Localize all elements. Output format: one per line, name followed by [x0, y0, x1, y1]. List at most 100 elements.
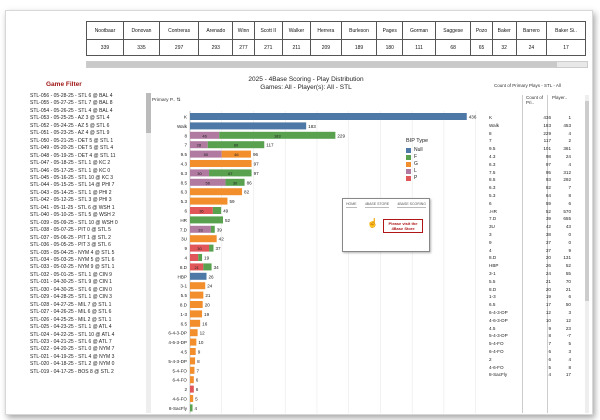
game-filter-item[interactable]: STL-026 - 04-25-25 - MIL 2 @ STL 1 [30, 316, 112, 323]
player-name-cell[interactable]: Pages [376, 21, 404, 40]
legend-item[interactable]: L [406, 168, 428, 175]
game-filter-item[interactable]: STL-029 - 04-28-25 - STL 1 @ CIN 3 [30, 294, 112, 301]
right-table-col1-header[interactable]: Count of Pri.. [526, 95, 544, 105]
game-filter-item[interactable]: STL-056 - 05-28-25 - STL 6 @ BAL 4 [30, 93, 113, 99]
category-label: 6.3 [181, 171, 188, 176]
game-filter-item[interactable]: STL-037 - 05-06-25 - PIT 1 @ STL 2 [30, 234, 111, 241]
game-filter-item[interactable]: STL-050 - 05-21-25 - DET 5 @ STL 1 [30, 137, 114, 144]
game-filter-item[interactable]: STL-051 - 05-23-25 - AZ 4 @ STL 9 [30, 130, 110, 137]
game-filter-item[interactable]: STL-036 - 05-05-25 - PIT 3 @ STL 6 [30, 242, 111, 249]
game-filter-item[interactable]: STL-054 - 05-26-25 - STL 4 @ BAL 4 [30, 107, 113, 114]
game-filter-item[interactable]: STL-053 - 05-25-25 - AZ 3 @ STL 4 [30, 115, 110, 122]
category-label: 1-3 [180, 312, 187, 317]
bar-total-label: 229 [337, 133, 345, 138]
player-value-cell: 180 [376, 39, 404, 56]
ad-tab[interactable]: HOME [346, 202, 357, 208]
game-filter-item[interactable]: STL-031 - 04-30-25 - STL 9 @ CIN 1 [30, 279, 112, 286]
game-filter-item[interactable]: STL-033 - 05-02-25 - NYM 9 @ STL 1 [30, 264, 115, 271]
game-filter-item[interactable]: STL-042 - 05-12-25 - STL 3 @ PHI 3 [30, 197, 112, 204]
player-name-cell[interactable]: Walker [281, 21, 311, 40]
right-table-row: 8 229 4 [489, 130, 586, 138]
bar-segment [190, 310, 203, 318]
right-table-cell: 3 [568, 348, 571, 354]
legend-item[interactable]: F [406, 154, 428, 161]
game-filter-item[interactable]: STL-030 - 04-30-25 - STL 6 @ CIN 0 [30, 286, 112, 293]
game-filter-item[interactable]: STL-049 - 05-20-25 - DET 5 @ STL 4 [30, 145, 114, 152]
player-name-cell[interactable]: Scott II [253, 21, 283, 40]
right-table-scrollbar[interactable] [585, 95, 589, 413]
game-filter-item[interactable]: STL-032 - 05-01-25 - STL 1 @ CIN 9 [30, 271, 112, 278]
game-filter-item[interactable]: STL-055 - 05-27-25 - STL 7 @ BAL 8 [30, 100, 113, 107]
player-value-row: 339 335 297 293 277 271 211 209 189 180 111 68 65 32 2… [86, 39, 586, 56]
game-filter-item[interactable]: STL-039 - 05-09-25 - STL 10 @ WSH 0 [30, 219, 118, 226]
game-filter-item[interactable]: STL-047 - 05-18-25 - STL 1 @ KC 2 [30, 160, 111, 167]
player-name-cell[interactable]: Burleson [340, 21, 378, 40]
right-table-cell: 7 [489, 138, 492, 144]
player-name-cell[interactable]: Donovan [122, 21, 160, 40]
ad-tab[interactable]: 4BASE STORE [364, 202, 390, 208]
primary-play-header[interactable]: Primary P.. ⇅ [152, 98, 180, 103]
game-filter-item[interactable]: STL-025 - 04-23-25 - STL 1 @ ATL 4 [30, 324, 112, 331]
game-filter-item[interactable]: STL-035 - 05-04-25 - NYM 4 @ STL 5 [30, 249, 115, 256]
game-filter-item[interactable]: STL-045 - 05-16-25 - STL 10 @ KC 3 [30, 174, 113, 181]
player-name-cell[interactable]: Herrera [309, 21, 342, 40]
game-filter-item[interactable]: STL-041 - 05-11-25 - STL 6 @ WSH 1 [30, 204, 115, 211]
right-table-cell: 4-6-FO [489, 364, 504, 370]
game-filter-item[interactable]: STL-028 - 04-27-25 - MIL 7 @ STL 1 [30, 301, 112, 308]
player-name-cell[interactable]: Saggese [434, 21, 472, 40]
player-name-cell[interactable]: Arenado [198, 21, 234, 40]
bar-total-label: 24 [207, 284, 213, 289]
player-name-cell[interactable]: Baker [491, 21, 517, 40]
store-ad-box[interactable]: HOME 4BASE STORE 4BASE SCORING ☝ Please vi… [342, 198, 430, 252]
segment-value-label: 56 [206, 180, 211, 185]
game-filter-item[interactable]: STL-019 - 04-17-25 - BOS 8 @ STL 2 [30, 368, 114, 375]
game-filter-item[interactable]: STL-044 - 05-15-25 - STL 14 @ PHI 7 [30, 182, 115, 189]
game-filter-item[interactable]: STL-040 - 05-10-25 - STL 5 @ WSH 2 [30, 212, 115, 219]
player-name-cell[interactable]: Winn [232, 21, 255, 40]
game-filter-item[interactable]: STL-052 - 05-24-25 - AZ 5 @ STL 6 [30, 122, 110, 129]
ad-tab[interactable]: 4BASE SCORING [397, 202, 426, 208]
right-table-cell: 8.D [489, 286, 497, 292]
category-label: 5-4-3-DP [168, 359, 187, 364]
legend-swatch [406, 155, 411, 160]
scrollbar-thumb[interactable] [87, 62, 557, 67]
player-name-cell[interactable]: Barrero [515, 21, 548, 40]
player-name-cell[interactable]: Baker Si.. [546, 21, 586, 40]
sort-icon[interactable]: ⇅ [176, 98, 181, 103]
game-filter-list[interactable]: STL-056 - 05-28-25 - STL 6 @ BAL 4 STL-05… [30, 93, 148, 413]
game-filter-item[interactable]: STL-046 - 05-17-25 - STL 1 @ KC 0 [30, 167, 111, 174]
right-table-cell: 21 [545, 278, 551, 284]
game-filter-item[interactable]: STL-043 - 05-14-25 - STL 1 @ PHI 2 [30, 189, 112, 196]
game-filter-item[interactable]: STL-023 - 04-21-25 - STL 6 @ ATL 7 [30, 338, 112, 345]
right-table-cell: Walk [489, 122, 500, 128]
game-filter-item[interactable]: STL-048 - 05-19-25 - DET 4 @ STL 11 [30, 152, 116, 159]
game-filter-item[interactable]: STL-022 - 04-20-25 - STL 0 @ NYM 7 [30, 346, 115, 353]
category-label: K [184, 115, 188, 120]
game-filter-item[interactable]: STL-038 - 05-07-25 - PIT 0 @ STL 5 [30, 227, 111, 234]
legend-item[interactable]: G [406, 161, 428, 168]
game-filter-item[interactable]: STL-020 - 04-18-25 - STL 2 @ NYM 0 [30, 361, 115, 368]
game-filter-item[interactable]: STL-024 - 04-22-25 - STL 10 @ ATL 4 [30, 331, 115, 338]
category-label: HR [180, 218, 187, 223]
game-filter-item[interactable]: STL-021 - 04-19-25 - STL 4 @ NYM 3 [30, 353, 115, 360]
scrollbar-thumb[interactable] [585, 101, 589, 301]
game-filter-item[interactable]: STL-027 - 04-26-25 - MIL 6 @ STL 6 [30, 309, 112, 316]
ad-text[interactable]: Please visit the 4Base Store [383, 219, 423, 233]
right-table-cell: 2 [489, 356, 492, 362]
player-name-cell[interactable]: Pozo [470, 21, 493, 40]
legend-item[interactable]: P [406, 175, 428, 182]
category-label: 8.D [180, 303, 188, 308]
player-name-cell[interactable]: Gorman [402, 21, 436, 40]
player-name-cell[interactable]: Contreras [158, 21, 200, 40]
right-table-col2-header[interactable]: Player.. [552, 95, 568, 100]
bar-segment [190, 272, 207, 280]
player-table-scrollbar[interactable] [86, 61, 588, 68]
right-table-cell: 20 [545, 255, 551, 261]
right-table-cell: 43 [565, 224, 571, 230]
game-filter-item[interactable]: STL-034 - 05-03-25 - NYM 5 @ STL 6 [30, 256, 115, 263]
player-name-cell[interactable]: Nootbaar [86, 21, 124, 40]
legend-item[interactable]: Null [406, 147, 428, 154]
scrollbar-thumb[interactable] [146, 93, 151, 133]
game-filter-scrollbar[interactable] [146, 93, 151, 413]
